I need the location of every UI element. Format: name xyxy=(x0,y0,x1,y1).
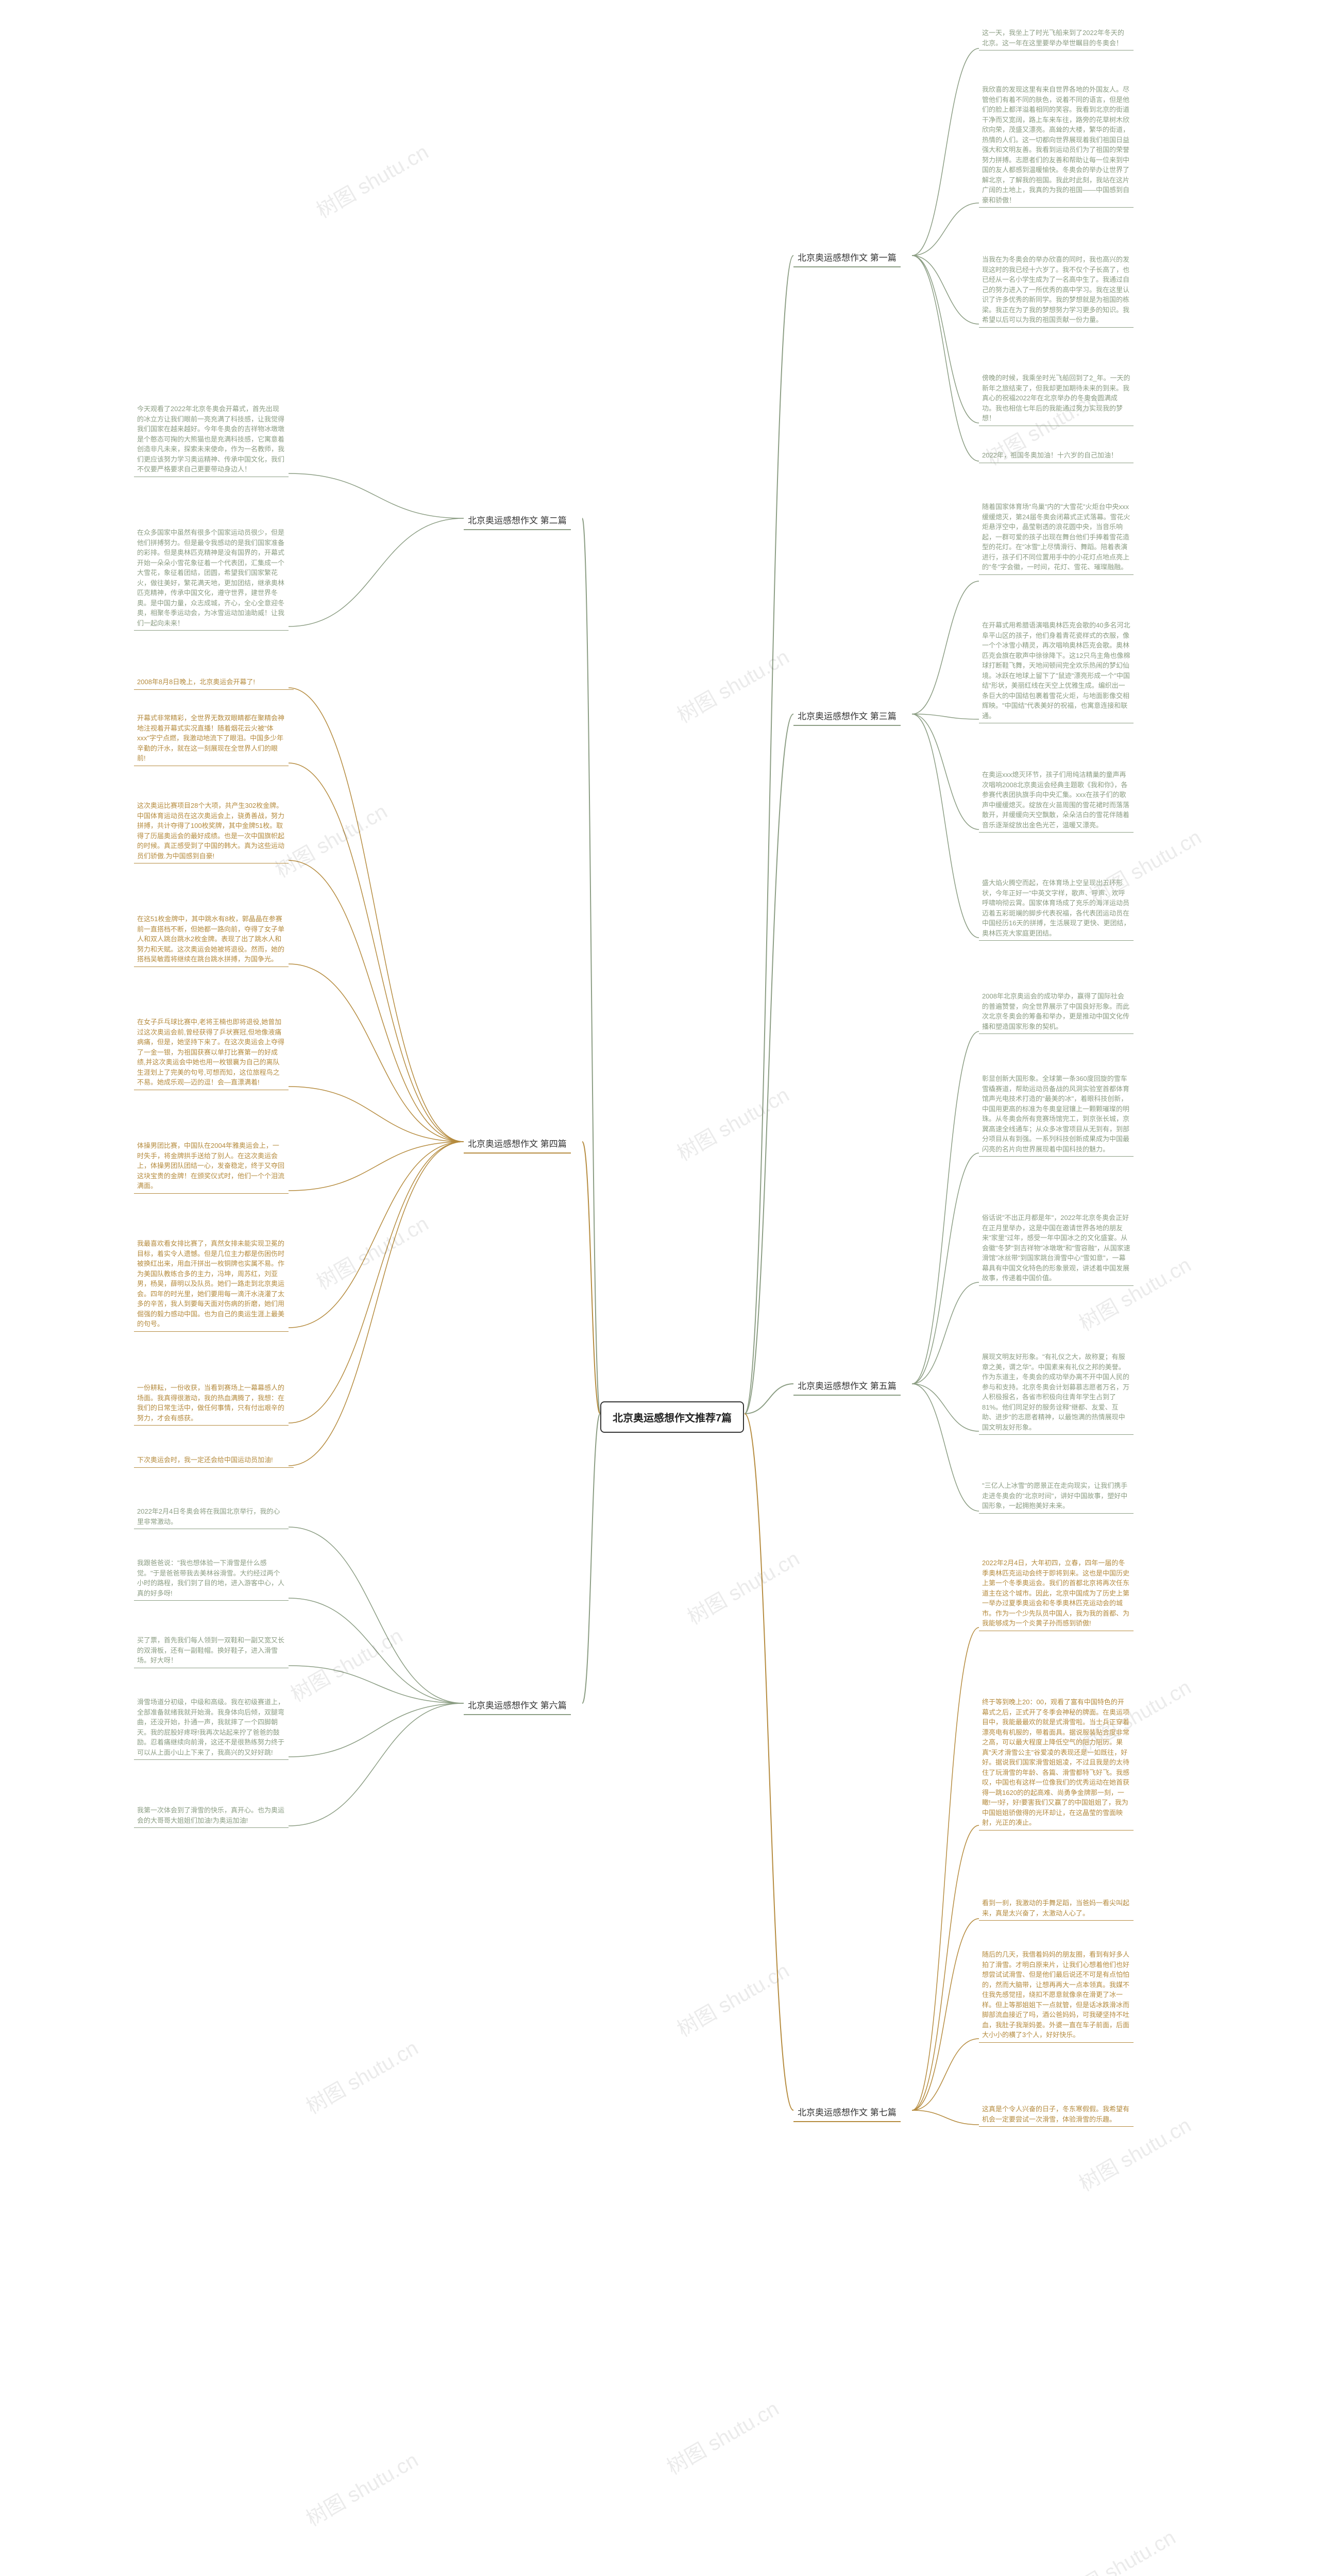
watermark: 树图 shutu.cn xyxy=(310,1207,433,1295)
leaf-b7-4: 这真是个令人兴奋的日子，冬东寒假假。我希望有机会一定要尝试一次滑雪，体验滑雪的乐… xyxy=(979,2102,1134,2127)
branch-b5[interactable]: 北京奥运感想作文 第五篇 xyxy=(793,1376,901,1396)
leaf-b1-3: 傍晚的时候，我乘坐时光飞船回到了2_年。一天的新年之旅结束了，但我却更加期待未来… xyxy=(979,371,1134,426)
watermark: 树图 shutu.cn xyxy=(300,2444,423,2532)
watermark: 树图 shutu.cn xyxy=(284,1619,408,1707)
watermark: 树图 shutu.cn xyxy=(671,1078,794,1166)
leaf-b1-4: 2022年，祖国冬奥加油！十六岁的自己加油！ xyxy=(979,448,1134,463)
leaf-b2-0: 今天观看了2022年北京冬奥会开幕式，首先出现的冰立方让我们眼前一亮充满了科技感… xyxy=(134,402,289,477)
watermark: 树图 shutu.cn xyxy=(681,1542,804,1630)
watermark: 树图 shutu.cn xyxy=(310,135,433,224)
leaf-b6-0: 2022年2月4日冬奥会将在我国北京举行，我的心里非常激动。 xyxy=(134,1504,289,1529)
leaf-b4-2: 这次奥运比赛项目28个大项，共产生302枚金牌。中国体育运动员在这次奥运会上，骁… xyxy=(134,799,289,863)
leaf-b4-0: 2008年8月8日晚上，北京奥运会开幕了! xyxy=(134,675,294,690)
leaf-b3-0: 随着国家体育场"鸟巢"内的"大雪花"火炬台中央xxx缓缓熄灭，第24届冬奥会闭幕… xyxy=(979,500,1134,575)
leaf-b5-2: 俗话说"不出正月都是年"，2022年北京冬奥会正好在正月里举办，这是中国在邀请世… xyxy=(979,1211,1134,1286)
watermark: 树图 shutu.cn xyxy=(671,1954,794,2042)
leaf-b4-1: 开幕式非常精彩，全世界无数双眼睛都在聚精会神地注视着开幕式实况直播！随着烟花云火… xyxy=(134,711,289,766)
leaf-b1-2: 当我在为冬奥会的举办欣喜的同时，我也高兴的发现这时的我已经十六岁了。我不仅个子长… xyxy=(979,252,1134,328)
watermark: 树图 shutu.cn xyxy=(661,2392,784,2480)
leaf-b5-1: 彰显创新大国形象。全球第一条360度回旋的雪车雪橇赛道，帮助运动员备战的风洞实验… xyxy=(979,1072,1134,1157)
leaf-b4-6: 我最喜欢看女排比赛了，真然女排未能实现卫冕的目标，着实令人遗憾。但是几位主力都是… xyxy=(134,1236,289,1332)
leaf-b3-1: 在开幕式用希腊语演唱奥林匹克会歌的40多名河北阜平山区的孩子，他们身着青花瓷样式… xyxy=(979,618,1134,723)
leaf-b6-4: 我第一次体会到了滑雪的快乐，真开心。也为奥运会的大哥哥大姐姐们加油!为奥运加油! xyxy=(134,1803,289,1828)
leaf-b6-3: 滑雪场道分初级，中级和高级。我在初级赛道上，全部准备就绪我就开始滑。我身体向后倾… xyxy=(134,1695,289,1760)
leaf-b1-1: 我欣喜的发现这里有来自世界各地的外国友人。尽管他们有着不同的肤色，说着不同的语言… xyxy=(979,82,1134,208)
branch-b4[interactable]: 北京奥运感想作文 第四篇 xyxy=(464,1133,571,1154)
leaf-b2-1: 在众多国家中虽然有很多个国家运动员很少，但是他们拼搏努力。但是最令我感动的是我们… xyxy=(134,526,289,631)
leaf-b3-3: 盛大焰火腾空而起，在体育场上空呈现出五环形状，今年正好一"中英文字样，歌声、呼声… xyxy=(979,876,1134,941)
center-topic[interactable]: 北京奥运感想作文推荐7篇 xyxy=(600,1401,744,1433)
leaf-b4-4: 在女子乒乓球比赛中,老将王楠也即将退役,她曾加过这次奥运会前,曾经获得了乒状赛冠… xyxy=(134,1015,289,1090)
leaf-b4-8: 下次奥运会时，我一定还会给中国运动员加油! xyxy=(134,1453,294,1468)
watermark: 树图 shutu.cn xyxy=(1057,2521,1180,2576)
branch-b6[interactable]: 北京奥运感想作文 第六篇 xyxy=(464,1695,571,1715)
branch-b2[interactable]: 北京奥运感想作文 第二篇 xyxy=(464,510,571,530)
leaf-b6-1: 我跟爸爸说："我也想体验一下滑雪是什么感觉。"于是爸爸带我去美林谷滑雪。大约经过… xyxy=(134,1556,289,1601)
leaf-b4-5: 体操男团比赛，中国队在2004年雅奥运会上，一时失手，将金牌拱手送给了别人。在这… xyxy=(134,1139,289,1194)
branch-b1[interactable]: 北京奥运感想作文 第一篇 xyxy=(793,247,901,267)
leaf-b5-0: 2008年北京奥运会的成功举办，赢得了国际社会的普遍赞誉，向全世界展示了中国良好… xyxy=(979,989,1134,1034)
leaf-b1-0: 这一天，我坐上了时光飞船来到了2022年冬天的北京。这一年在这里要举办举世瞩目的… xyxy=(979,26,1134,50)
leaf-b4-3: 在这51枚金牌中，其中跳水有8枚，郭晶晶在参赛前一直搭档不断，但她都一路向前，夺… xyxy=(134,912,289,967)
branch-b7[interactable]: 北京奥运感想作文 第七篇 xyxy=(793,2102,901,2122)
leaf-b5-4: "三亿人上冰雪"的愿景正在走向现实，让我们携手走进冬奥会的"北京时间"，讲好中国… xyxy=(979,1479,1134,1514)
leaf-b5-3: 展现文明友好形象。"有礼仪之大，故称夏；有服章之美，谓之华"。中国素来有礼仪之邦… xyxy=(979,1350,1134,1435)
leaf-b4-7: 一份耕耘，一份收获，当看到赛场上一幕幕感人的场面。我真得很激动，我的热血满腾了，… xyxy=(134,1381,289,1426)
leaf-b7-3: 随后的几天，我借着妈妈的朋友圈，看到有好多人拍了滑雪。才明白原来片，让我们心想着… xyxy=(979,1947,1134,2043)
watermark: 树图 shutu.cn xyxy=(671,640,794,728)
leaf-b6-2: 买了票，首先我们每人领到一双鞋和一副又宽又长的双滑板，还有一副鞋帽。换好鞋子，进… xyxy=(134,1633,289,1668)
leaf-b7-1: 终于等到晚上20：00，观看了富有中国特色的开幕式之后，正式开了冬季会神秘的牌面… xyxy=(979,1695,1134,1831)
watermark: 树图 shutu.cn xyxy=(300,2031,423,2120)
leaf-b7-0: 2022年2月4日，大年初四，立春，四年一届的冬季奥林匹克运动会终于即将到来。这… xyxy=(979,1556,1134,1631)
leaf-b3-2: 在奥运xxx熄灭环节，孩子们用纯洁精巢的童声再次唱响2008北京奥运会经典主题歌… xyxy=(979,768,1134,833)
branch-b3[interactable]: 北京奥运感想作文 第三篇 xyxy=(793,706,901,726)
leaf-b7-2: 看到一刹，我激动的手舞足蹈，当爸妈一看尖叫起来，真是太兴奋了，太激动人心了。 xyxy=(979,1896,1134,1921)
